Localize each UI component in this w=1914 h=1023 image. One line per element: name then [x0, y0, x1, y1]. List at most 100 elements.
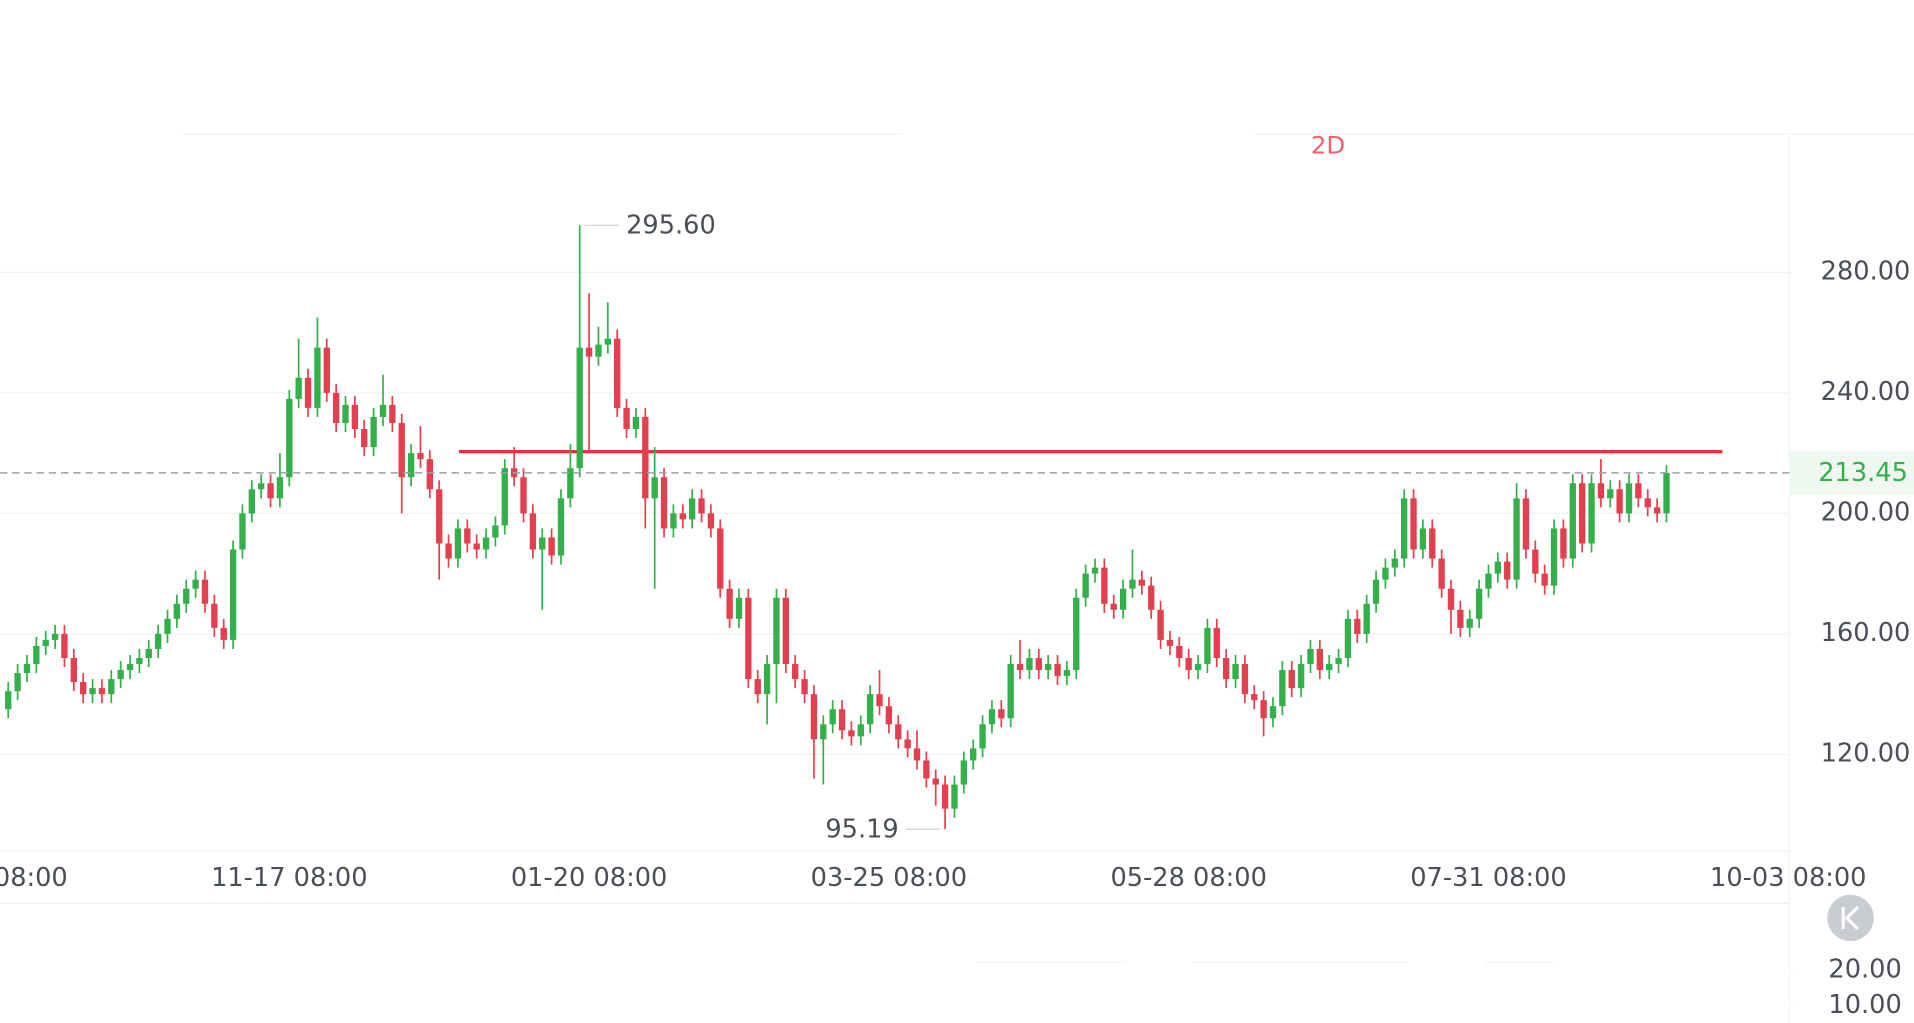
candle-body: [548, 537, 555, 556]
candle-body: [782, 597, 790, 665]
candle-body: [876, 694, 883, 707]
y-tick-label: 280.00: [1821, 256, 1911, 286]
x-tick-label: 07-31 08:00: [1410, 863, 1566, 893]
candle-body: [1007, 664, 1014, 719]
high-label: 295.60: [626, 211, 716, 241]
candle-body: [98, 688, 106, 695]
candle-body: [848, 730, 855, 737]
candle-body: [557, 498, 565, 556]
candle-body: [1550, 528, 1558, 586]
candle-body: [932, 778, 939, 785]
candle-body: [295, 377, 302, 399]
interval-label: 2D: [1311, 131, 1345, 160]
candle-body: [754, 679, 761, 695]
candle-body: [1016, 664, 1024, 671]
candle-body: [1391, 558, 1398, 568]
candle-body: [988, 709, 996, 725]
candle-body: [1569, 483, 1576, 559]
candle-body: [717, 528, 724, 589]
candle-body: [1625, 483, 1633, 514]
candle-body: [1522, 498, 1530, 550]
candle-body: [1532, 549, 1539, 574]
collapse-button-bg[interactable]: [1827, 894, 1874, 942]
candle-body: [1419, 528, 1427, 550]
candle-body: [370, 416, 377, 448]
candle-body: [1260, 700, 1267, 719]
candle-body: [941, 784, 949, 809]
candle-body: [61, 633, 68, 659]
candle-body: [258, 483, 265, 490]
candle-body: [1372, 579, 1380, 604]
candle-body: [332, 392, 340, 423]
candle-body: [145, 648, 152, 659]
candle-body: [857, 724, 864, 737]
candle-body: [773, 597, 780, 665]
candle-body: [361, 429, 368, 448]
candle-body: [304, 377, 312, 408]
candle-body: [1447, 588, 1455, 610]
x-tick-label: 09-14 08:00: [0, 863, 68, 893]
candle-body: [23, 664, 31, 674]
candle-body: [239, 513, 246, 550]
x-tick-label: 05-28 08:00: [1110, 863, 1266, 893]
candle-body: [201, 579, 209, 604]
last-price-badge: [1789, 450, 1914, 495]
candle-body: [1410, 498, 1417, 550]
candle-body: [923, 760, 930, 779]
candle-body: [1194, 664, 1202, 671]
candle-body: [1326, 664, 1333, 671]
candle-body: [211, 603, 218, 628]
candle-body: [51, 633, 59, 640]
candle-body: [426, 459, 433, 490]
candle-body: [642, 416, 649, 499]
candle-body: [688, 498, 696, 520]
candle-body: [904, 739, 911, 749]
candle-body: [810, 694, 818, 740]
candle-body: [286, 398, 293, 478]
candle-body: [1138, 579, 1146, 586]
candle-body: [1129, 579, 1136, 589]
candle-body: [1251, 694, 1258, 701]
candle-body: [1110, 603, 1117, 610]
x-tick-label: 10-03 08:00: [1710, 863, 1866, 893]
candle-body: [1316, 648, 1324, 671]
candle-body: [735, 597, 743, 619]
candle-body: [1148, 585, 1155, 610]
candle-body: [70, 658, 77, 683]
candle-body: [1035, 658, 1042, 671]
candle-body: [792, 664, 799, 680]
candle-body: [1185, 658, 1192, 671]
candle-body: [707, 513, 715, 529]
candle-body: [670, 513, 677, 529]
candle-body: [389, 404, 396, 423]
candle-body: [398, 422, 405, 478]
candle-body: [539, 537, 546, 550]
candle-body: [5, 691, 12, 710]
candle-body: [745, 597, 752, 680]
candle-body: [1166, 639, 1174, 646]
candle-body: [89, 688, 96, 695]
candle-body: [1288, 670, 1295, 689]
candle-body: [1578, 483, 1586, 544]
collapse-icon[interactable]: [1841, 905, 1859, 931]
candle-body: [1157, 609, 1164, 640]
candle-body: [829, 709, 836, 725]
candle-body: [1344, 618, 1352, 659]
candle-body: [1429, 528, 1436, 559]
candle-body: [951, 784, 958, 809]
candle-body: [1494, 561, 1502, 574]
x-tick-label: 03-25 08:00: [811, 863, 967, 893]
candle-body: [1616, 489, 1623, 514]
candle-body: [407, 453, 415, 478]
candle-body: [192, 579, 199, 589]
candle-body: [436, 489, 443, 544]
candle-body: [1044, 664, 1052, 671]
collapse-button[interactable]: [1827, 894, 1874, 942]
volume-tick-label: 20.00: [1828, 955, 1901, 985]
candle-body: [1504, 561, 1511, 580]
candle-body: [314, 347, 321, 408]
candle-body: [117, 670, 124, 680]
candle-body: [1653, 507, 1661, 514]
candle-body: [801, 679, 808, 695]
candle-body: [1485, 573, 1492, 589]
